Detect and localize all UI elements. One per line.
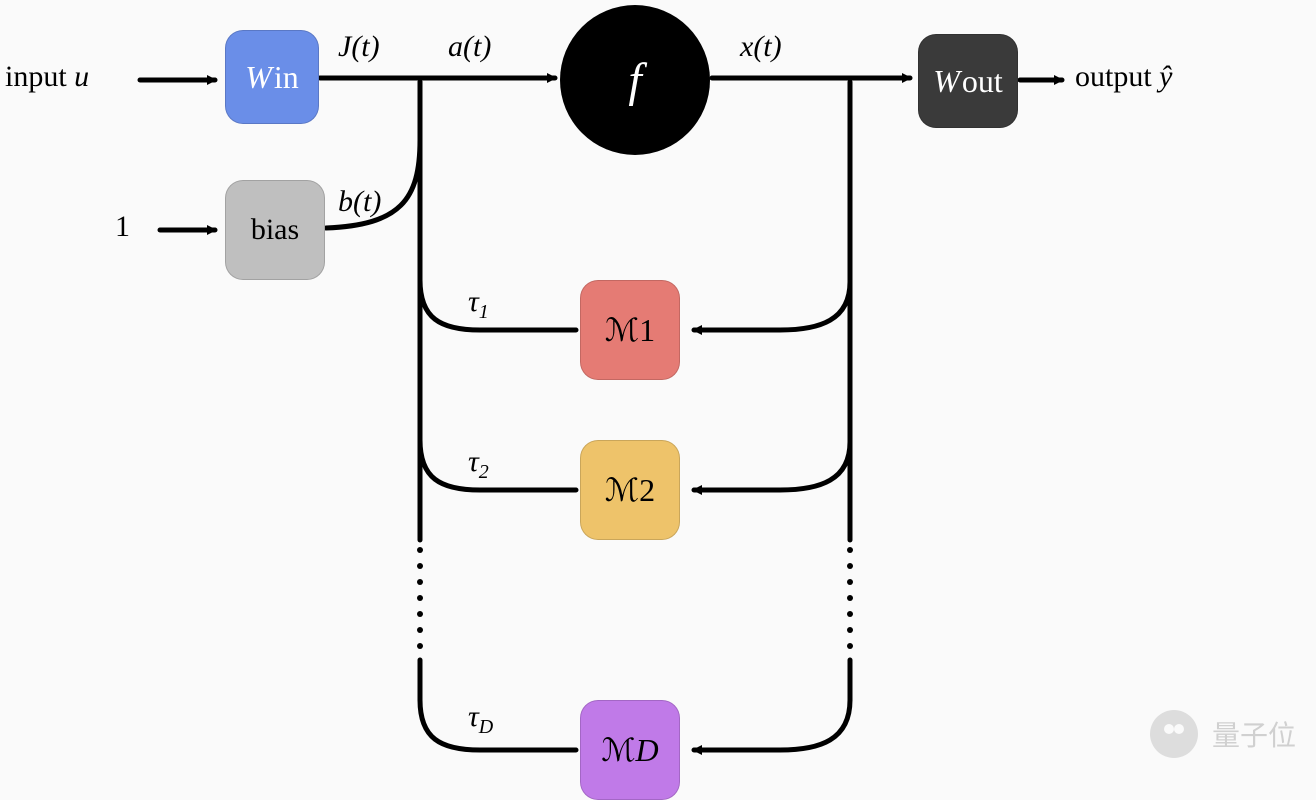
watermark-icon	[1150, 710, 1198, 758]
edge-mD-out	[420, 700, 576, 750]
edge-m1-out	[420, 280, 576, 330]
input-label: input u	[5, 60, 89, 94]
edge-m2-out	[420, 440, 576, 490]
dots-left-dot	[417, 611, 423, 617]
dots-left-dot	[417, 579, 423, 585]
bias-one-label: 1	[115, 210, 130, 244]
dots-left-dot	[417, 643, 423, 649]
label-tauD: τD	[468, 700, 493, 739]
dots-left-dot	[417, 563, 423, 569]
dots-right-dot	[847, 643, 853, 649]
m1-node: ℳ1	[580, 280, 680, 380]
watermark: 量子位	[1150, 710, 1296, 758]
dots-right-dot	[847, 627, 853, 633]
label-Jt: J(t)	[338, 30, 380, 64]
output-label: output ŷ	[1075, 60, 1173, 94]
edge-mD-in	[694, 700, 850, 750]
edge-m1-in	[694, 282, 850, 330]
label-tau2: τ2	[468, 445, 489, 484]
dots-left-dot	[417, 627, 423, 633]
dots-right-dot	[847, 547, 853, 553]
mD-node: ℳD	[580, 700, 680, 800]
dots-right-dot	[847, 563, 853, 569]
label-bt: b(t)	[338, 185, 381, 219]
dots-left-dot	[417, 547, 423, 553]
watermark-text: 量子位	[1212, 714, 1296, 754]
label-tau1: τ1	[468, 285, 489, 324]
label-at: a(t)	[448, 30, 491, 64]
f-node: f	[560, 5, 710, 155]
w-in-node: Win	[225, 30, 319, 124]
dots-right-dot	[847, 595, 853, 601]
dots-right-dot	[847, 611, 853, 617]
label-xt: x(t)	[740, 30, 782, 64]
w-out-node: Wout	[918, 34, 1018, 128]
edge-m2-in	[694, 442, 850, 490]
bias-node: bias	[225, 180, 325, 280]
m2-node: ℳ2	[580, 440, 680, 540]
dots-right-dot	[847, 579, 853, 585]
dots-left-dot	[417, 595, 423, 601]
